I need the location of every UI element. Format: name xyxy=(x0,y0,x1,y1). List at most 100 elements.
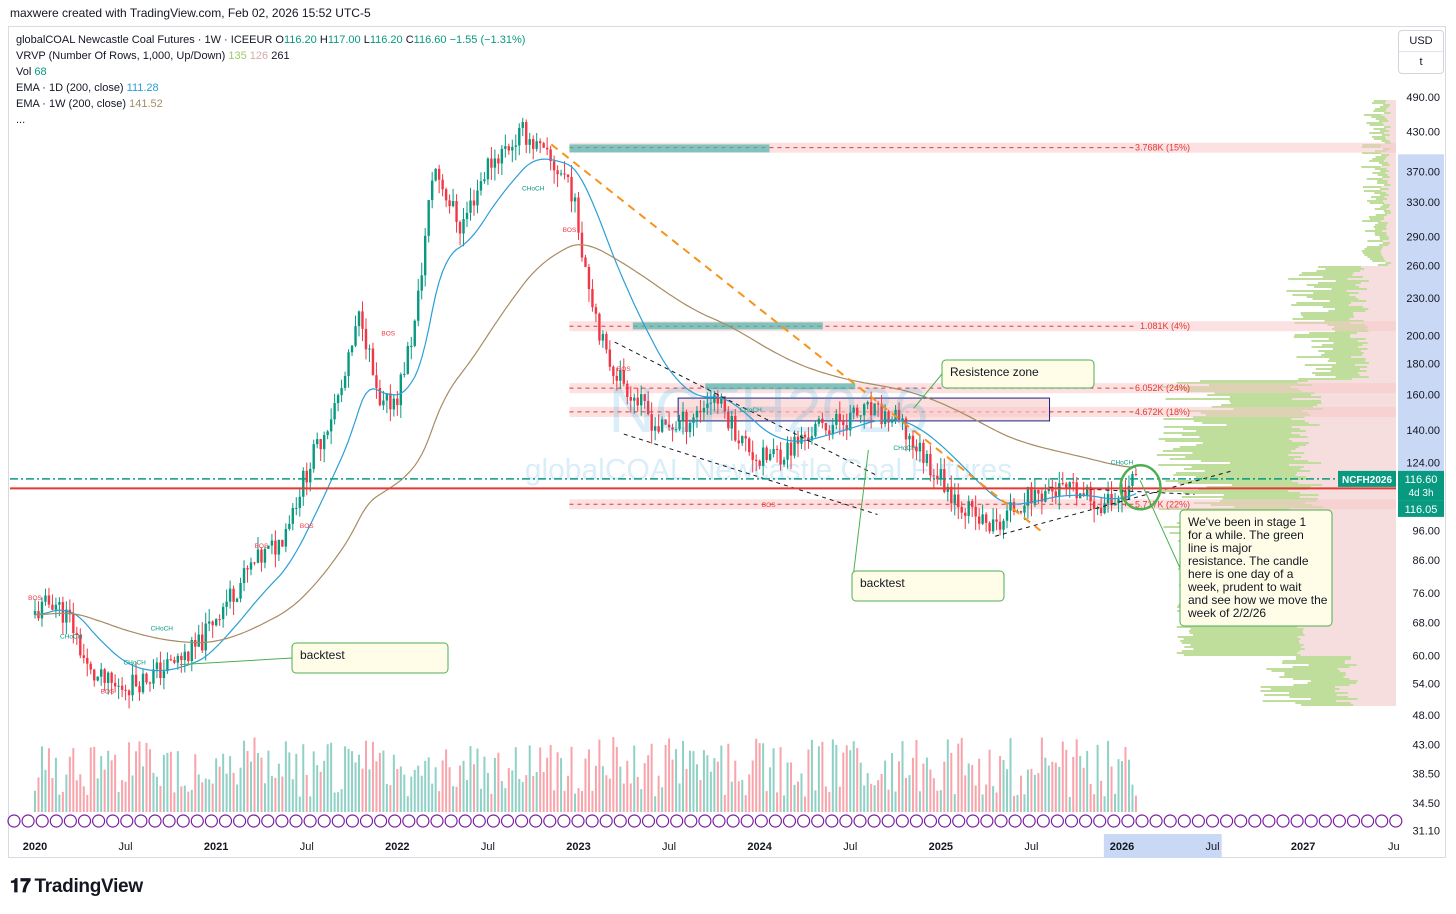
volume-bar xyxy=(452,786,455,812)
volume-bar xyxy=(981,794,984,812)
candle-body xyxy=(786,442,789,460)
vp-row-up xyxy=(1313,286,1360,288)
y-tick-label: 54.00 xyxy=(1412,679,1440,691)
vp-row-down xyxy=(1344,660,1396,662)
vp-row-down xyxy=(1350,656,1396,658)
currency-unit-box[interactable]: USD t xyxy=(1398,30,1444,74)
vp-row-up xyxy=(1179,446,1299,448)
vp-row-up xyxy=(1374,192,1387,194)
volume-bar xyxy=(1016,795,1019,812)
session-marker-icon xyxy=(261,814,275,828)
vp-row-up xyxy=(1299,274,1353,276)
volume-bar xyxy=(671,759,674,812)
vp-row-up xyxy=(1202,422,1309,424)
candle-body xyxy=(371,348,375,376)
x-tick-label: 2024 xyxy=(747,841,772,853)
volume-bar xyxy=(964,775,967,812)
candle-body xyxy=(542,143,545,148)
volume-bar xyxy=(647,755,650,812)
vp-row-down xyxy=(1306,444,1396,446)
volume-bar xyxy=(201,782,204,812)
tradingview-logo[interactable]: 𝟏𝟕 TradingView xyxy=(10,876,143,898)
volume-bar xyxy=(47,748,50,812)
unit-label[interactable]: t xyxy=(1419,56,1423,68)
volume-bar xyxy=(532,775,535,812)
ohlc-open-label: O xyxy=(275,34,284,46)
candle-body xyxy=(748,438,751,453)
vp-row-up xyxy=(1202,442,1310,444)
candle-body xyxy=(180,655,183,661)
volume-bar xyxy=(54,757,57,812)
vp-row-up xyxy=(1381,164,1390,166)
volume-bar xyxy=(410,776,413,812)
candle-body xyxy=(716,394,720,404)
candle-body xyxy=(671,427,674,430)
vp-row-down xyxy=(1302,538,1396,540)
vp-row-up xyxy=(1365,230,1383,232)
vol-label: Vol xyxy=(16,66,32,78)
vp-row-down xyxy=(1358,292,1396,294)
candle-body xyxy=(845,425,848,431)
vp-row-up xyxy=(1270,688,1340,690)
candle-body xyxy=(434,168,437,181)
candle-body xyxy=(545,147,549,150)
candle-body xyxy=(511,146,514,151)
volume-bar xyxy=(507,768,510,812)
chart-frame[interactable] xyxy=(8,26,1446,858)
vp-row-up xyxy=(1223,494,1319,496)
vp-row-down xyxy=(1288,454,1396,456)
legend-ema1d-row[interactable]: EMA · 1D (200, close) 111.28 xyxy=(16,80,525,96)
candle-body xyxy=(890,420,894,423)
candle-body xyxy=(127,690,131,696)
x-tick-label: 2026 xyxy=(1110,841,1134,853)
session-marker-icon xyxy=(458,814,472,828)
vp-row-down xyxy=(1387,222,1396,224)
vp-row-down xyxy=(1383,256,1396,258)
candle-body xyxy=(173,659,176,663)
volume-bar xyxy=(462,760,465,812)
volume-bar xyxy=(880,774,883,812)
legend-ema1w-row[interactable]: EMA · 1W (200, close) 141.52 xyxy=(16,96,525,112)
vp-row-down xyxy=(1304,416,1396,418)
annotations: Resistence zone backtest backtest We've bee… xyxy=(28,185,1333,696)
volume-bar xyxy=(75,780,78,812)
vp-row-up xyxy=(1329,358,1366,360)
legend-vol-row[interactable]: Vol 68 xyxy=(16,64,525,80)
vp-row-down xyxy=(1389,154,1396,156)
candle-body xyxy=(497,158,500,164)
volume-bar xyxy=(378,752,381,812)
volume-bar xyxy=(765,791,768,812)
candle-body xyxy=(399,374,403,406)
volume-bar xyxy=(1026,769,1029,812)
currency-label[interactable]: USD xyxy=(1399,31,1443,52)
candle-body xyxy=(1030,487,1033,504)
vp-row-up xyxy=(1189,632,1304,634)
vp-row-up xyxy=(1331,366,1368,368)
vp-row-down xyxy=(1388,236,1396,238)
legend-vrvp-row[interactable]: VRVP (Number Of Rows, 1,000, Up/Down) 13… xyxy=(16,48,525,64)
vp-row-up xyxy=(1380,238,1389,240)
vp-row-down xyxy=(1386,198,1396,200)
vp-row-up xyxy=(1362,220,1381,222)
vp-row-up xyxy=(1328,310,1366,312)
vp-row-down xyxy=(1355,296,1396,298)
volume-bar xyxy=(678,783,681,812)
vp-row-up xyxy=(1221,404,1318,406)
candle-body xyxy=(779,449,782,465)
ema1w-label: EMA · 1W (200, close) xyxy=(16,98,127,110)
legend-symbol-row[interactable]: globalCOAL Newcastle Coal Futures · 1W ·… xyxy=(16,32,525,48)
candle-body xyxy=(89,663,92,670)
candle-body xyxy=(54,604,58,610)
vp-row-up xyxy=(1260,690,1336,692)
legend-more[interactable]: ... xyxy=(16,114,26,126)
vp-row-down xyxy=(1388,238,1396,240)
candle-body xyxy=(270,540,274,546)
session-marker-icon xyxy=(811,814,825,828)
candle-body xyxy=(838,413,841,422)
candle-body xyxy=(1012,502,1016,513)
candle-body xyxy=(389,393,392,410)
vp-row-down xyxy=(1384,124,1396,126)
vp-row-down xyxy=(1322,512,1396,514)
vp-row-down xyxy=(1344,662,1396,664)
